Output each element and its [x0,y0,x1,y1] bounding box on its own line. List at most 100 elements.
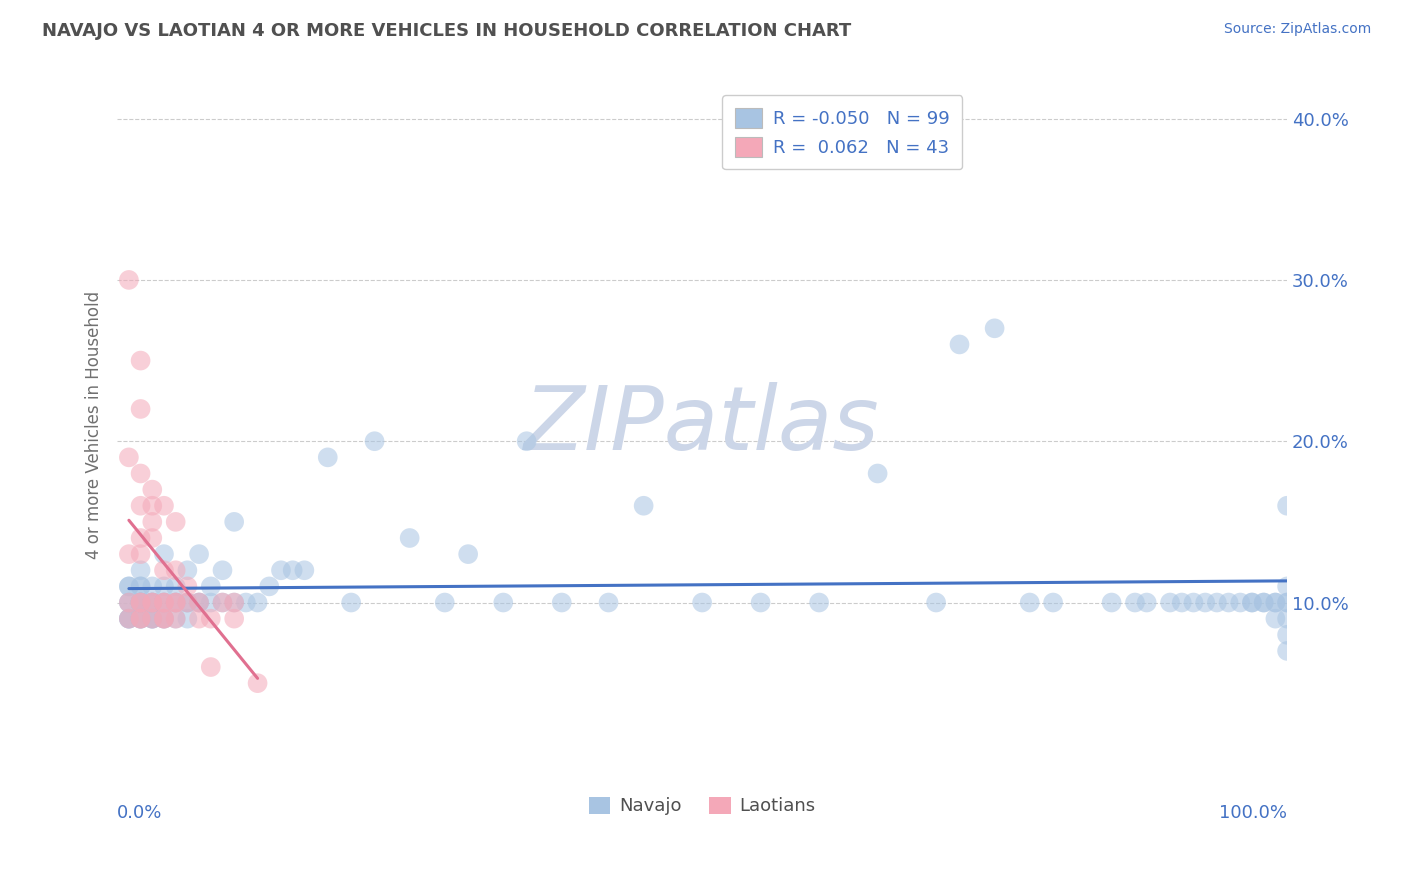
Point [129,595,152,609]
Point [1275,579,1298,593]
Point [1159,595,1181,609]
Point [141,595,163,609]
Point [141,483,163,497]
Point [118,612,141,626]
Point [224,595,246,609]
Text: Source: ZipAtlas.com: Source: ZipAtlas.com [1223,22,1371,37]
Point [1205,595,1227,609]
Point [1229,595,1251,609]
Point [129,595,152,609]
Point [457,547,479,561]
Point [551,595,574,609]
Point [188,595,211,609]
Point [118,547,141,561]
Point [129,595,152,609]
Point [141,579,163,593]
Point [141,499,163,513]
Point [176,612,198,626]
Point [153,547,176,561]
Point [866,467,889,481]
Point [165,595,187,609]
Point [224,595,246,609]
Point [129,612,152,626]
Point [165,595,187,609]
Point [1275,499,1298,513]
Point [165,579,187,593]
Point [129,612,152,626]
Point [153,595,176,609]
Legend: Navajo, Laotians: Navajo, Laotians [581,789,823,822]
Point [176,595,198,609]
Point [176,579,198,593]
Point [118,450,141,465]
Point [141,531,163,545]
Point [129,595,152,609]
Point [1042,595,1064,609]
Point [129,612,152,626]
Point [200,579,222,593]
Point [235,595,257,609]
Point [598,595,620,609]
Point [246,595,269,609]
Point [176,595,198,609]
Point [153,612,176,626]
Point [1275,628,1298,642]
Point [129,547,152,561]
Point [1101,595,1123,609]
Point [1240,595,1263,609]
Point [129,531,152,545]
Point [129,595,152,609]
Point [1275,612,1298,626]
Point [1264,612,1286,626]
Point [129,595,152,609]
Point [292,563,315,577]
Point [200,660,222,674]
Point [118,273,141,287]
Point [211,595,233,609]
Point [165,595,187,609]
Point [1018,595,1040,609]
Point [153,595,176,609]
Point [118,595,141,609]
Point [129,353,152,368]
Point [749,595,772,609]
Point [118,612,141,626]
Point [1136,595,1159,609]
Point [129,401,152,416]
Point [129,579,152,593]
Point [129,563,152,577]
Point [176,563,198,577]
Point [141,612,163,626]
Point [1253,595,1275,609]
Point [492,595,515,609]
Point [188,547,211,561]
Point [141,595,163,609]
Text: 0.0%: 0.0% [117,805,163,822]
Point [141,595,163,609]
Point [1240,595,1263,609]
Point [153,563,176,577]
Point [1194,595,1216,609]
Point [633,499,655,513]
Point [141,612,163,626]
Point [948,337,970,351]
Point [176,595,198,609]
Point [118,595,141,609]
Point [129,467,152,481]
Point [200,595,222,609]
Text: ZIPatlas: ZIPatlas [524,382,880,468]
Point [224,612,246,626]
Point [153,499,176,513]
Point [1218,595,1240,609]
Point [153,612,176,626]
Point [340,595,363,609]
Point [129,595,152,609]
Point [165,612,187,626]
Point [118,612,141,626]
Point [165,563,187,577]
Point [1275,595,1298,609]
Point [1275,595,1298,609]
Point [118,595,141,609]
Point [690,595,713,609]
Point [118,579,141,593]
